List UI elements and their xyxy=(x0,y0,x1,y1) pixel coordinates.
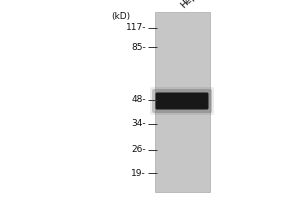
Bar xyxy=(155,12,210,192)
FancyBboxPatch shape xyxy=(150,87,214,115)
Text: 48-: 48- xyxy=(131,96,146,104)
Text: 19-: 19- xyxy=(131,168,146,178)
Text: 117-: 117- xyxy=(125,23,146,32)
Text: HepG2: HepG2 xyxy=(178,0,207,10)
Text: 34-: 34- xyxy=(131,119,146,129)
FancyBboxPatch shape xyxy=(152,89,212,113)
Text: 26-: 26- xyxy=(131,146,146,154)
FancyBboxPatch shape xyxy=(155,92,208,110)
Text: 85-: 85- xyxy=(131,43,146,51)
Text: (kD): (kD) xyxy=(111,12,130,21)
